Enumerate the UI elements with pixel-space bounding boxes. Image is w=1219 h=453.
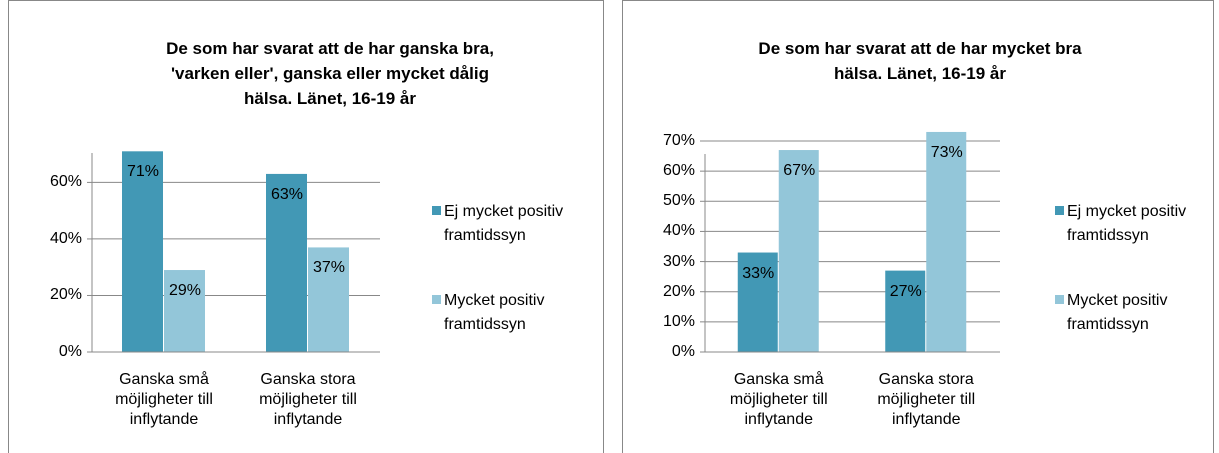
chart-frame xyxy=(8,0,604,453)
legend-label: Ej mycket positiv framtidssyn xyxy=(444,203,564,244)
data-label: 37% xyxy=(312,259,346,277)
x-tick-label: Ganska stora möjligheter till inflytande xyxy=(259,371,357,428)
legend-label: Ej mycket positiv framtidssyn xyxy=(1067,203,1187,244)
y-tick-label: 50% xyxy=(662,192,695,210)
bar xyxy=(778,150,819,352)
chart-frame xyxy=(622,0,1214,453)
data-label: 67% xyxy=(783,162,816,180)
legend-swatch xyxy=(432,206,441,215)
y-tick-label: 70% xyxy=(662,132,695,149)
bar xyxy=(122,151,163,352)
bar xyxy=(164,270,205,352)
y-tick-label: 30% xyxy=(662,252,695,270)
bar xyxy=(308,247,349,352)
x-tick-label: Ganska stora möjligheter till inflytande xyxy=(877,371,976,428)
bar xyxy=(885,270,926,352)
chart-title: De som har svarat att de har ganska bra,… xyxy=(166,39,494,108)
data-label: 27% xyxy=(889,282,922,300)
x-tick-label: Ganska små möjligheter till inflytande xyxy=(115,371,213,428)
y-tick-label: 0% xyxy=(58,343,82,360)
data-label: 71% xyxy=(126,163,160,181)
y-tick-label: 60% xyxy=(662,162,695,180)
data-label: 33% xyxy=(742,264,775,282)
y-tick-label: 40% xyxy=(662,222,695,240)
legend-label: Mycket positiv framtidssyn xyxy=(444,292,545,333)
legend-swatch xyxy=(432,295,441,304)
x-tick-label: Ganska små möjligheter till inflytande xyxy=(729,371,828,428)
y-tick-label: 20% xyxy=(662,282,695,300)
legend-swatch xyxy=(1055,206,1064,215)
legend-label: Mycket positiv framtidssyn xyxy=(1067,292,1168,333)
bar xyxy=(737,252,778,352)
y-tick-label: 10% xyxy=(662,312,695,330)
bar xyxy=(266,173,307,352)
data-label: 73% xyxy=(930,143,963,161)
legend-swatch xyxy=(1055,295,1064,304)
data-label: 29% xyxy=(168,282,202,300)
y-tick-label: 20% xyxy=(49,286,82,304)
bar xyxy=(926,131,967,352)
data-label: 63% xyxy=(270,185,304,203)
y-tick-label: 40% xyxy=(49,229,82,247)
y-tick-label: 0% xyxy=(671,343,695,360)
y-tick-label: 60% xyxy=(49,173,82,191)
chart-title: De som har svarat att de har mycket bra … xyxy=(758,39,1082,83)
